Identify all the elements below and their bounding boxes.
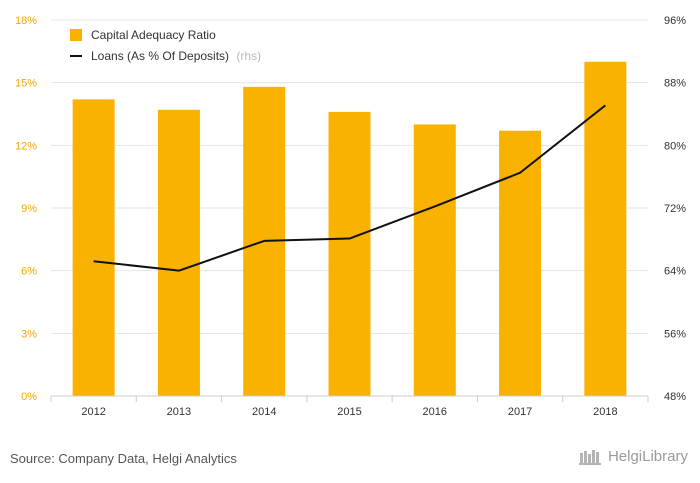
x-tick-label: 2015	[337, 406, 361, 418]
left-axis-tick-label: 12%	[15, 140, 37, 152]
left-axis-tick-label: 18%	[15, 15, 37, 27]
bar-2013	[157, 109, 200, 397]
legend-label-loans-text: Loans (As % Of Deposits)	[91, 49, 229, 63]
legend-label-loans-note: (rhs)	[236, 49, 261, 63]
legend-label-loans: Loans (As % Of Deposits) (rhs)	[91, 49, 261, 63]
right-axis-tick-label: 96%	[664, 15, 686, 27]
combo-chart: 2012 2013 2014 2015 2016 2017 2018 0% 3% 6% 9% 12%…	[15, 15, 686, 418]
x-tick-label: 2014	[252, 406, 276, 418]
right-axis-tick-label: 56%	[664, 328, 686, 340]
x-tick-label: 2012	[81, 406, 105, 418]
left-axis-tick-label: 0%	[21, 391, 37, 403]
x-tick-label: 2018	[593, 406, 617, 418]
brand-name: HelgiLibrary	[607, 448, 688, 465]
x-axis-ticks: 2012 2013 2014 2015 2016 2017 2018	[50, 396, 649, 418]
right-axis-tick-label: 88%	[664, 78, 686, 90]
left-axis-tick-label: 3%	[21, 328, 37, 340]
bar-2018	[584, 61, 627, 397]
legend-label-capital-adequacy: Capital Adequacy Ratio	[91, 28, 216, 42]
library-icon	[578, 449, 601, 465]
right-axis-tick-label: 72%	[664, 203, 686, 215]
bar-2015	[328, 111, 371, 397]
bar-series	[72, 61, 627, 397]
right-axis-tick-label: 64%	[664, 266, 686, 278]
source-text: Source: Company Data, Helgi Analytics	[10, 451, 237, 466]
loans-line	[93, 104, 606, 272]
left-axis-tick-label: 6%	[21, 266, 37, 278]
x-tick-label: 2016	[423, 406, 447, 418]
brand-logo: HelgiLibrary	[578, 448, 688, 465]
left-axis-tick-label: 9%	[21, 203, 37, 215]
legend-swatch-capital-adequacy	[70, 29, 82, 41]
right-axis-tick-label: 80%	[664, 140, 686, 152]
x-tick-label: 2017	[508, 406, 532, 418]
right-axis-tick-label: 48%	[664, 391, 686, 403]
legend: Capital Adequacy Ratio Loans (As % Of De…	[70, 28, 261, 63]
bar-2017	[499, 130, 542, 396]
left-axis-labels: 0% 3% 6% 9% 12% 15% 18%	[15, 15, 37, 403]
line-series	[93, 104, 606, 272]
chart-footer: Source: Company Data, Helgi Analytics He…	[0, 438, 700, 483]
left-axis-tick-label: 15%	[15, 78, 37, 90]
x-tick-label: 2013	[167, 406, 191, 418]
right-axis-labels: 48% 56% 64% 72% 80% 88% 96%	[664, 15, 686, 403]
bar-2016	[413, 124, 456, 396]
bar-2012	[72, 99, 115, 396]
